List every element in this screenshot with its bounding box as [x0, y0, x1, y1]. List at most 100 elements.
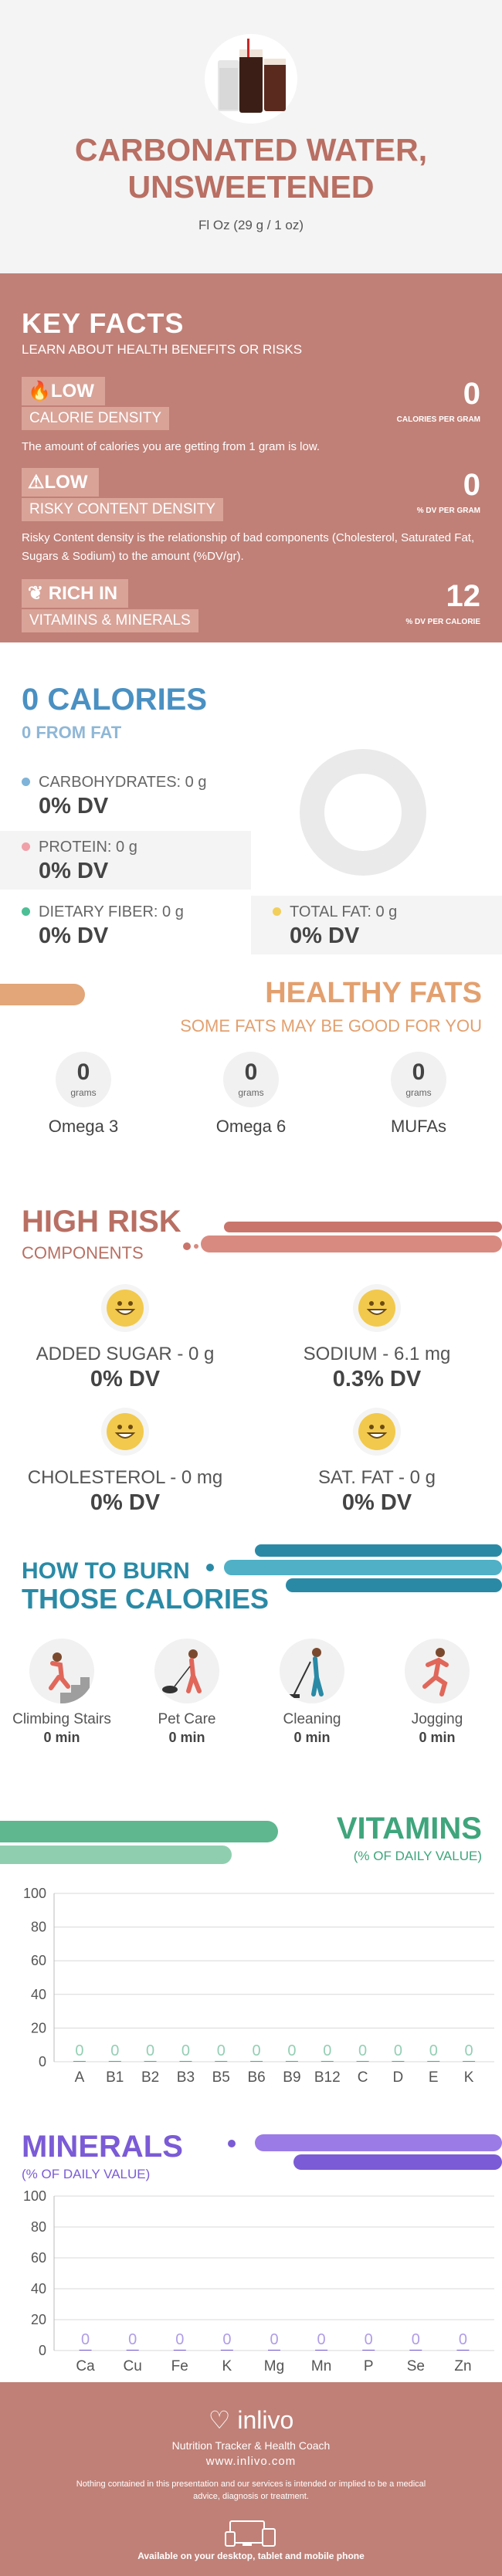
heart-icon: ♡ [208, 2406, 231, 2434]
cleaning-icon [280, 1639, 344, 1703]
data-label: 0 [217, 2042, 226, 2059]
bar [285, 2061, 298, 2062]
smiley-icon [358, 1413, 395, 1450]
key-facts-title: KEY FACTS [22, 307, 185, 339]
data-label: 0 [181, 2042, 190, 2059]
nutrient-value: 0% DV [290, 924, 360, 948]
data-label: 0 [465, 2042, 473, 2059]
nutrient-label: TOTAL FAT: 0 g [290, 903, 398, 920]
legend-dot [22, 842, 30, 851]
y-tick-label: 60 [31, 1953, 46, 1968]
x-tick-label: B3 [177, 2069, 195, 2086]
bar [321, 2061, 334, 2062]
y-tick-label: 100 [23, 2188, 46, 2204]
bar [268, 2350, 280, 2351]
footer-availability: Available on your desktop, tablet and mo… [137, 2551, 365, 2561]
vitamins-bar-chart: 0 20 40 60 80 100 0 A 0 B1 0 B2 0 B3 0 B5 0 B6 0 B9 0 B12 0 C 0 D… [23, 1886, 494, 2086]
data-label: 0 [365, 2331, 373, 2348]
fact-level-badge: ⚠LOW [22, 468, 99, 497]
x-tick-label: E [429, 2069, 439, 2086]
minerals-title: MINERALS [22, 2130, 183, 2164]
data-label: 0 [317, 2331, 326, 2348]
serving-size: Fl Oz (29 g / 1 oz) [198, 218, 304, 232]
activity-value: 0 min [293, 1730, 331, 1745]
activity-label: Jogging [411, 1711, 463, 1727]
fact-unit: % DV PER CALORIE [405, 618, 480, 626]
data-label: 0 [459, 2331, 467, 2348]
data-label: 0 [358, 2042, 367, 2059]
data-label: 0 [110, 2042, 119, 2059]
fact-value: 0 [463, 377, 480, 411]
data-label: 0 [323, 2042, 331, 2059]
high-risk-section: HIGH RISK COMPONENTS ADDED SUGAR - 0 g 0… [0, 1205, 502, 1544]
x-tick-label: D [393, 2069, 404, 2086]
fat-name: Omega 6 [215, 1117, 287, 1136]
x-tick-label: C [358, 2069, 368, 2086]
smiley-icon [107, 1413, 144, 1450]
nutrient-label: PROTEIN: 0 g [39, 839, 137, 856]
fact-unit: % DV PER GRAM [416, 507, 480, 515]
y-tick-label: 80 [31, 1920, 46, 1935]
fact-level-badge: 🔥LOW [22, 377, 105, 405]
decorative-bars [183, 1222, 502, 1252]
footer-url[interactable]: www.inlivo.com [205, 2455, 297, 2468]
minerals-subtitle: (% OF DAILY VALUE) [22, 2167, 151, 2181]
risk-label: ADDED SUGAR - 0 g [36, 1344, 215, 1364]
nutrient-dietary-fiber: DIETARY FIBER: 0 g 0% DV [22, 896, 253, 954]
fat-mufas: 0 grams MUFAs [361, 1052, 477, 1137]
nutrient-value: 0% DV [39, 859, 109, 883]
nutrient-total-fat: TOTAL FAT: 0 g 0% DV [251, 896, 502, 954]
vitamins-section: VITAMINS (% OF DAILY VALUE) 0 20 40 60 80 100… [0, 1805, 502, 2122]
bar [315, 2350, 328, 2351]
fact-label: CALORIE DENSITY [22, 407, 170, 430]
decorative-bar [0, 1846, 232, 1864]
calories-donut-chart [300, 749, 426, 876]
flame-icon: 🔥 [28, 381, 51, 402]
decorative-bar [0, 984, 85, 1005]
fact-calorie-density: 🔥LOW CALORIE DENSITY 0 CALORIES PER GRAM… [22, 377, 485, 456]
bar [409, 2350, 422, 2351]
fact-level-badge: ❦ RICH IN [22, 579, 129, 608]
burn-calories-section: HOW TO BURN THOSE CALORIES Climbing Stai… [0, 1543, 502, 1805]
bar [73, 2061, 86, 2062]
fat-name: MUFAs [390, 1117, 447, 1136]
footer: ♡ inlivo Nutrition Tracker & Health Coac… [0, 2382, 502, 2576]
fact-description: Risky Content density is the relationshi… [22, 531, 475, 563]
fact-description: The amount of calories you are getting f… [22, 440, 321, 453]
risk-value: 0% DV [341, 1490, 412, 1515]
activity-cleaning: Cleaning 0 min [250, 1639, 374, 1746]
fat-value: 0 [244, 1059, 258, 1085]
x-tick-label: P [364, 2358, 374, 2374]
bar [144, 2061, 157, 2062]
calories-title: 0 CALORIES [22, 683, 208, 717]
fat-unit: grams [405, 1087, 432, 1098]
data-label: 0 [270, 2331, 278, 2348]
vitamins-title: VITAMINS [336, 1812, 482, 1846]
x-tick-label: K [464, 2069, 474, 2086]
data-label: 0 [175, 2331, 184, 2348]
healthy-fats-section: HEALTHY FATS SOME FATS MAY BE GOOD FOR Y… [0, 974, 502, 1222]
decorative-bars [228, 2134, 502, 2170]
fact-label: VITAMINS & MINERALS [22, 609, 198, 632]
data-label: 0 [222, 2331, 231, 2348]
fact-value: 0 [463, 468, 480, 502]
data-label: 0 [128, 2331, 137, 2348]
y-tick-label: 40 [31, 2281, 46, 2296]
bar [427, 2061, 440, 2062]
legend-dot [22, 907, 30, 916]
bar [456, 2350, 470, 2351]
bar [463, 2061, 476, 2062]
high-risk-subtitle: COMPONENTS [22, 1243, 144, 1263]
devices-icon [225, 2520, 276, 2547]
y-tick-label: 20 [31, 2020, 46, 2035]
fat-unit: grams [70, 1087, 97, 1098]
warning-icon: ⚠ [28, 472, 45, 493]
activity-value: 0 min [419, 1730, 456, 1745]
fat-circle: 0 grams [223, 1052, 279, 1107]
activity-pet-care: Pet Care 0 min [125, 1639, 249, 1746]
x-tick-label: K [222, 2358, 232, 2374]
fat-value: 0 [76, 1059, 90, 1085]
x-tick-label: A [75, 2069, 85, 2086]
risk-label: SAT. FAT - 0 g [317, 1467, 436, 1488]
